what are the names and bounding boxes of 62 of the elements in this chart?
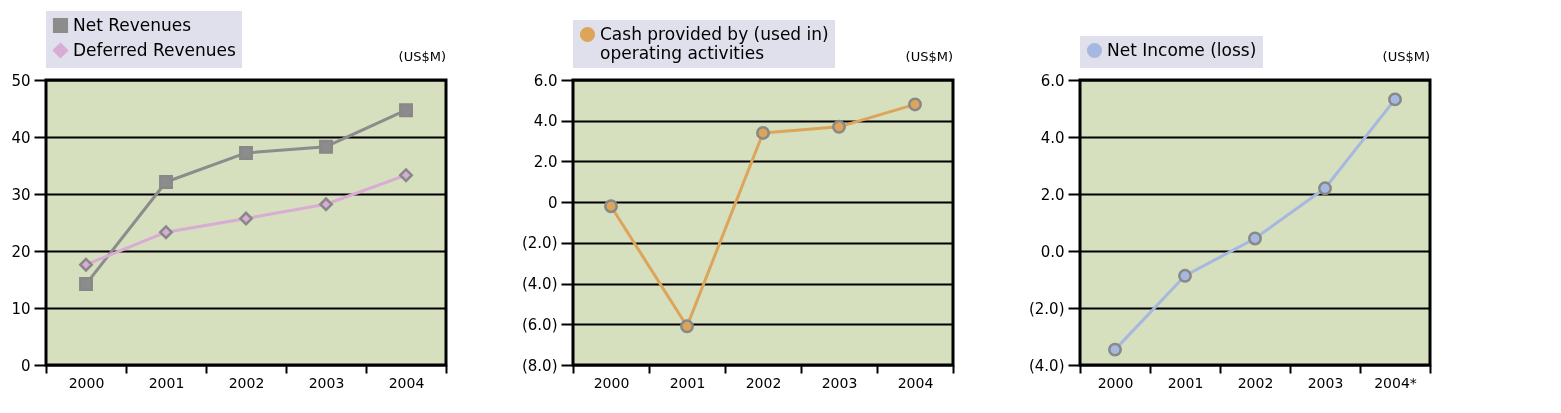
y-tick-label: (4.0) xyxy=(1028,356,1065,375)
point xyxy=(239,146,253,160)
point xyxy=(399,103,413,118)
legend-label: Cash provided by (used in) operating activities xyxy=(600,23,829,63)
x-tick-label: 2000 xyxy=(68,374,105,391)
y-tick-label: (4.0) xyxy=(521,275,558,294)
x-tick-label: 2000 xyxy=(1097,374,1134,391)
x-tick-label: 2004 xyxy=(897,374,934,391)
x-tick-label: 2003 xyxy=(1307,374,1344,391)
point xyxy=(319,139,333,154)
point xyxy=(159,225,173,240)
y-tick-label: 20 xyxy=(11,242,31,261)
legend-label: Net Revenues xyxy=(73,14,192,35)
x-tick-label: 2001 xyxy=(1167,374,1204,391)
point xyxy=(908,97,922,112)
x-tick-label: 2002 xyxy=(745,374,782,391)
x-tick-label: 2002 xyxy=(1237,374,1274,391)
y-tick-label: 4.0 xyxy=(1040,128,1065,147)
x-tick-label: 2003 xyxy=(308,374,345,391)
x-tick-label: 2001 xyxy=(148,374,185,391)
legend-label: Deferred Revenues xyxy=(73,39,236,60)
point xyxy=(319,197,333,212)
point xyxy=(756,125,770,140)
point xyxy=(399,168,413,183)
y-tick-label: (2.0) xyxy=(1028,299,1065,318)
y-tick-label: 2.0 xyxy=(533,152,558,171)
point xyxy=(680,319,694,334)
y-tick-label: (2.0) xyxy=(521,234,558,253)
y-tick-label: 0 xyxy=(20,356,31,375)
point xyxy=(1318,181,1332,196)
legend-label: Net Income (loss) xyxy=(1107,39,1257,60)
y-tick-label: (8.0) xyxy=(521,356,558,375)
y-tick-label: 30 xyxy=(11,185,31,204)
point xyxy=(239,211,253,226)
text: (US$M) xyxy=(398,49,446,64)
x-tick-label: 2003 xyxy=(821,374,858,391)
point xyxy=(1178,268,1192,283)
y-tick-label: 10 xyxy=(11,299,31,318)
y-tick-label: 50 xyxy=(11,71,31,90)
y-tick-label: 6.0 xyxy=(533,71,558,90)
y-tick-label: 2.0 xyxy=(1040,185,1065,204)
text: (US$M) xyxy=(905,49,953,64)
x-tick-label: 2004 xyxy=(388,374,425,391)
point xyxy=(604,199,618,214)
point xyxy=(79,277,93,292)
x-tick-label: 2002 xyxy=(228,374,265,391)
point xyxy=(1388,92,1402,107)
x-tick-label: 2001 xyxy=(669,374,706,391)
y-tick-label: 40 xyxy=(11,128,31,147)
point xyxy=(832,119,846,134)
text: (US$M) xyxy=(1382,49,1430,64)
y-tick-label: 6.0 xyxy=(1040,71,1065,90)
point xyxy=(159,175,173,189)
y-tick-label: 0.0 xyxy=(1040,242,1065,261)
y-tick-label: 4.0 xyxy=(533,112,558,131)
y-tick-label: (6.0) xyxy=(521,315,558,334)
point xyxy=(1108,342,1122,357)
x-tick-label: 2004* xyxy=(1374,374,1417,391)
y-tick-label: 0 xyxy=(547,193,558,212)
point xyxy=(79,257,93,272)
point xyxy=(1248,231,1262,246)
x-tick-label: 2000 xyxy=(593,374,630,391)
